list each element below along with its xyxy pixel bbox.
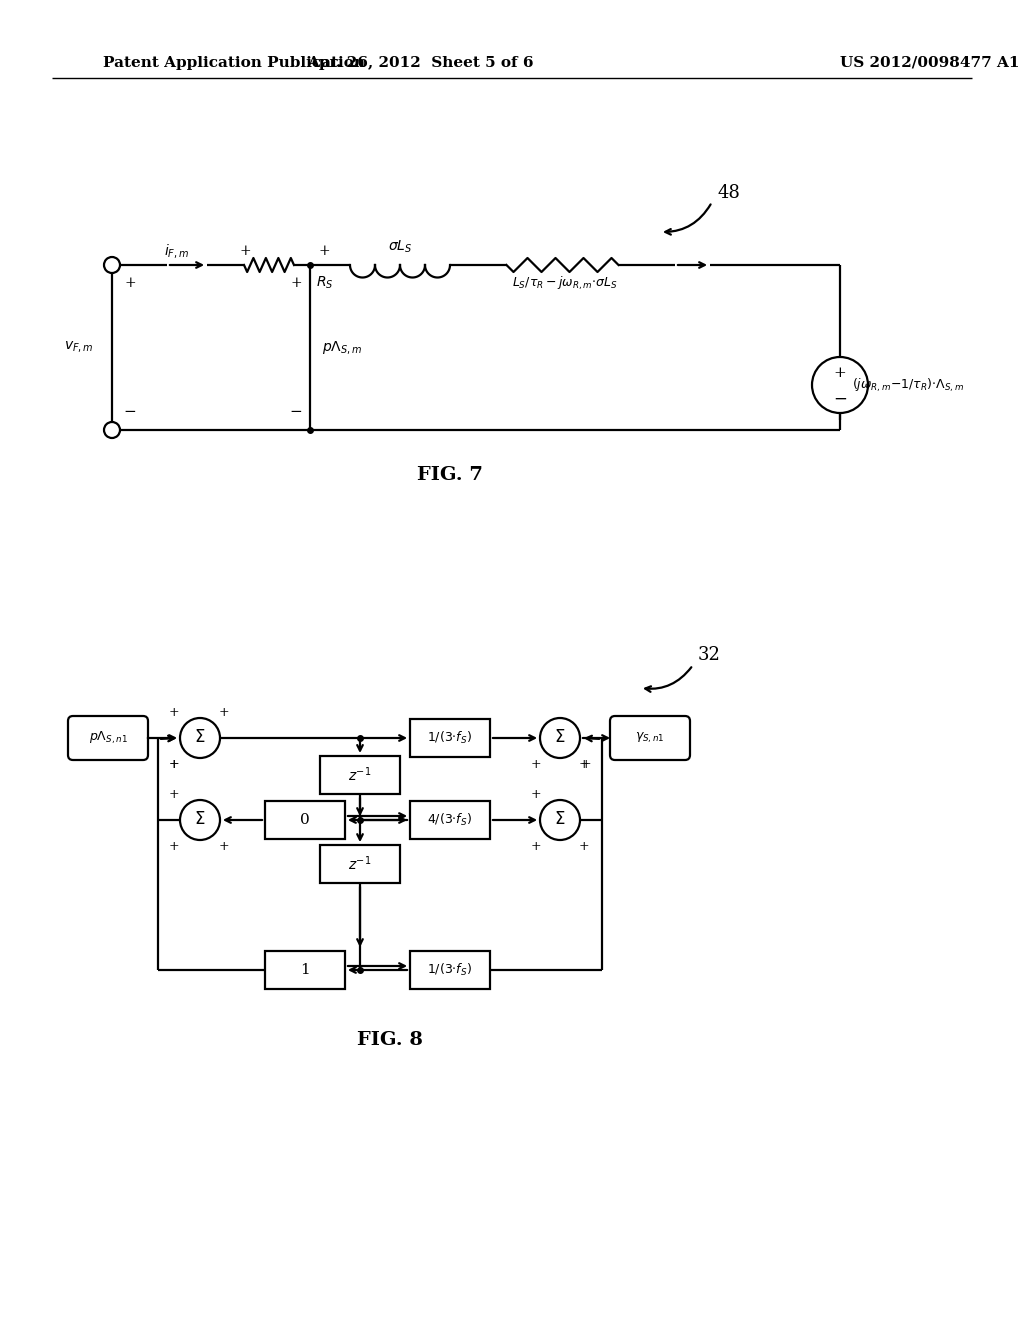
Text: +: + bbox=[169, 705, 179, 718]
Text: +: + bbox=[290, 276, 302, 290]
Text: 0: 0 bbox=[300, 813, 310, 828]
Text: −: − bbox=[290, 405, 302, 418]
Text: Apr. 26, 2012  Sheet 5 of 6: Apr. 26, 2012 Sheet 5 of 6 bbox=[307, 55, 534, 70]
FancyBboxPatch shape bbox=[68, 715, 148, 760]
Text: $i_{F,m}$: $i_{F,m}$ bbox=[165, 242, 189, 260]
Text: $\gamma_{S,n1}$: $\gamma_{S,n1}$ bbox=[635, 731, 665, 744]
Text: +: + bbox=[530, 840, 542, 853]
Text: US 2012/0098477 A1: US 2012/0098477 A1 bbox=[840, 55, 1020, 70]
Text: Patent Application Publication: Patent Application Publication bbox=[103, 55, 365, 70]
Text: +: + bbox=[530, 758, 542, 771]
Circle shape bbox=[180, 800, 220, 840]
Text: +: + bbox=[530, 788, 542, 800]
Text: $\Sigma$: $\Sigma$ bbox=[195, 730, 206, 747]
Bar bbox=[410, 801, 490, 840]
Text: $\Sigma$: $\Sigma$ bbox=[554, 730, 565, 747]
Text: +: + bbox=[219, 840, 229, 853]
Text: $1/(3{\cdot}f_S)$: $1/(3{\cdot}f_S)$ bbox=[427, 730, 472, 746]
Text: 1: 1 bbox=[300, 964, 310, 977]
Bar bbox=[410, 719, 490, 756]
Text: +: + bbox=[124, 276, 136, 290]
Circle shape bbox=[180, 718, 220, 758]
Text: +: + bbox=[169, 788, 179, 800]
Text: +: + bbox=[219, 705, 229, 718]
Text: $(j\omega_{R,m}{-}1/\tau_R){\cdot}\Lambda_{S,m}$: $(j\omega_{R,m}{-}1/\tau_R){\cdot}\Lambd… bbox=[852, 376, 965, 393]
Circle shape bbox=[540, 800, 580, 840]
Text: +: + bbox=[581, 758, 591, 771]
Circle shape bbox=[104, 257, 120, 273]
Text: +: + bbox=[169, 758, 179, 771]
Text: FIG. 8: FIG. 8 bbox=[357, 1031, 423, 1049]
Text: $z^{-1}$: $z^{-1}$ bbox=[348, 766, 372, 784]
Circle shape bbox=[540, 718, 580, 758]
Text: FIG. 7: FIG. 7 bbox=[417, 466, 483, 484]
Text: +: + bbox=[318, 244, 330, 257]
Text: −: − bbox=[124, 405, 136, 418]
Text: +: + bbox=[834, 366, 847, 380]
Text: +: + bbox=[169, 840, 179, 853]
Text: $\Sigma$: $\Sigma$ bbox=[554, 812, 565, 829]
Text: 48: 48 bbox=[717, 183, 740, 202]
Text: +: + bbox=[579, 840, 590, 853]
Bar bbox=[265, 801, 345, 840]
Text: +: + bbox=[169, 758, 179, 771]
Text: $\sigma L_S$: $\sigma L_S$ bbox=[388, 239, 413, 255]
Text: $v_{F,m}$: $v_{F,m}$ bbox=[65, 341, 94, 355]
Text: 32: 32 bbox=[698, 645, 721, 664]
Text: +: + bbox=[240, 244, 251, 257]
Bar bbox=[319, 845, 400, 883]
Circle shape bbox=[812, 356, 868, 413]
Bar bbox=[265, 950, 345, 989]
Bar bbox=[410, 950, 490, 989]
Text: $p\Lambda_{S,m}$: $p\Lambda_{S,m}$ bbox=[322, 339, 362, 356]
Text: $4/(3{\cdot}f_S)$: $4/(3{\cdot}f_S)$ bbox=[427, 812, 472, 828]
Text: $L_S/\tau_R - j\omega_{R,m}{\cdot}\sigma L_S$: $L_S/\tau_R - j\omega_{R,m}{\cdot}\sigma… bbox=[512, 275, 617, 292]
Text: $\Sigma$: $\Sigma$ bbox=[195, 812, 206, 829]
Text: $R_S$: $R_S$ bbox=[316, 275, 334, 292]
Text: +: + bbox=[579, 758, 590, 771]
Text: −: − bbox=[834, 391, 847, 408]
Circle shape bbox=[104, 422, 120, 438]
Text: $p\Lambda_{S,n1}$: $p\Lambda_{S,n1}$ bbox=[88, 730, 127, 746]
Text: $z^{-1}$: $z^{-1}$ bbox=[348, 855, 372, 874]
Text: $1/(3{\cdot}f_S)$: $1/(3{\cdot}f_S)$ bbox=[427, 962, 472, 978]
Bar bbox=[319, 756, 400, 793]
FancyBboxPatch shape bbox=[610, 715, 690, 760]
